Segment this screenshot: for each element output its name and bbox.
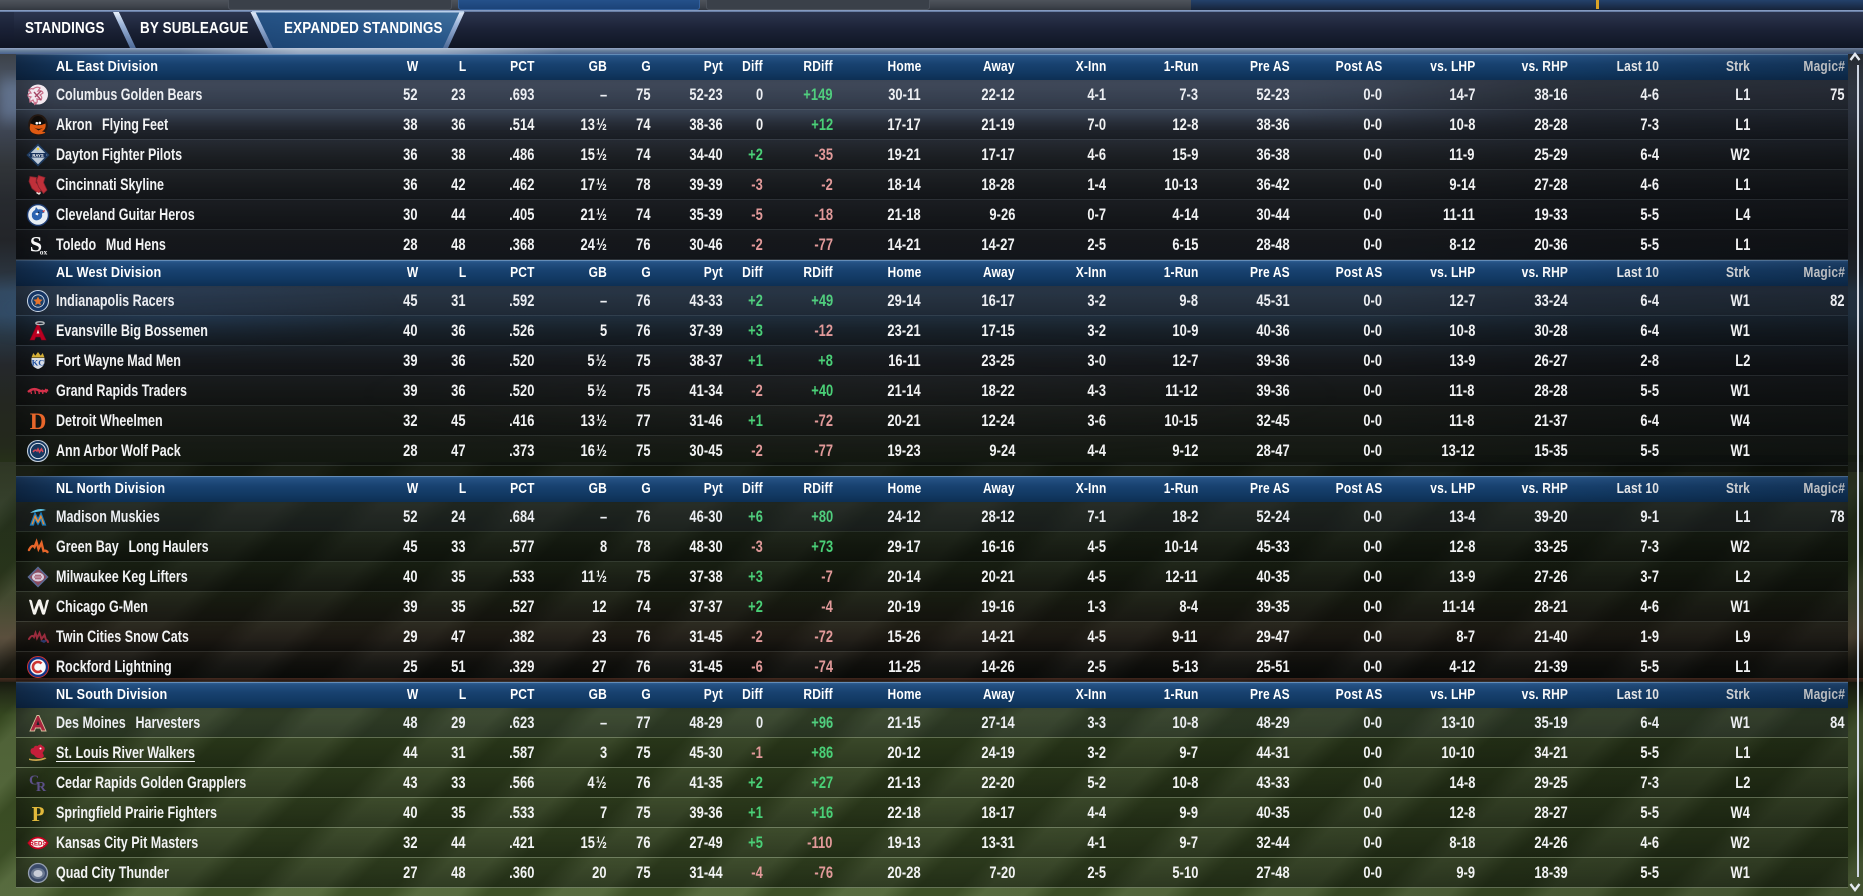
svg-text:RAYS: RAYS <box>32 153 43 158</box>
svg-text:S: S <box>30 233 42 257</box>
svg-text:ox: ox <box>40 248 48 257</box>
svg-text:KC: KC <box>32 358 45 368</box>
svg-text:P: P <box>32 802 45 825</box>
svg-text:REDS: REDS <box>30 842 47 848</box>
svg-text:C: C <box>29 774 39 789</box>
svg-text:D: D <box>30 409 47 433</box>
svg-text:R: R <box>36 780 47 795</box>
